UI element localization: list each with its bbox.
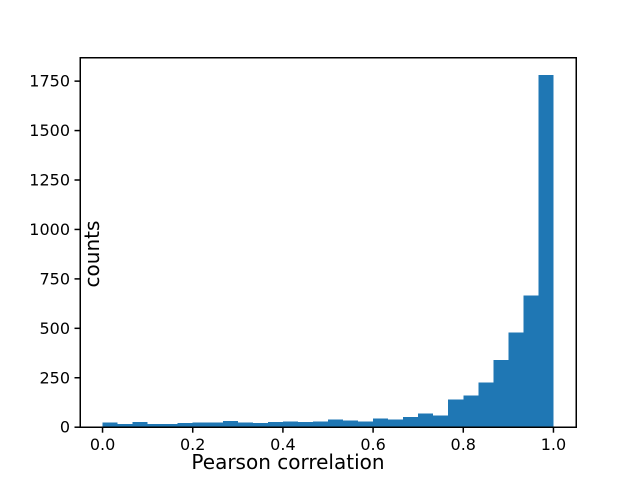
histogram-bar	[343, 420, 359, 428]
histogram-bar	[418, 413, 434, 428]
histogram-bar	[448, 399, 464, 428]
histogram-bar	[523, 295, 539, 428]
y-tick-label: 1500	[29, 121, 70, 140]
histogram-bar	[267, 422, 283, 428]
histogram-bar	[117, 423, 133, 428]
histogram-bar	[388, 419, 404, 428]
x-tick-label: 0.6	[360, 435, 385, 454]
histogram-bar	[433, 415, 449, 428]
histogram-bar	[538, 75, 554, 428]
histogram-bar	[162, 424, 178, 428]
x-tick-label: 1.0	[541, 435, 566, 454]
y-tick-label: 1750	[29, 72, 70, 91]
histogram-bar	[373, 418, 389, 428]
histogram-bar	[403, 417, 419, 428]
x-tick-label: 0.8	[451, 435, 476, 454]
histogram-bar	[478, 382, 494, 428]
histogram-bar	[493, 359, 509, 428]
histogram-bar	[328, 419, 344, 428]
y-tick-label: 1250	[29, 171, 70, 190]
x-tick-label: 0.0	[90, 435, 115, 454]
histogram-bar	[192, 422, 208, 428]
y-tick-label: 500	[39, 319, 70, 338]
x-tick-label: 0.2	[180, 435, 205, 454]
histogram-bar	[282, 421, 298, 428]
histogram-bar	[207, 422, 223, 428]
histogram-bar	[508, 332, 524, 428]
y-tick-label: 750	[39, 269, 70, 288]
histogram-bar	[312, 421, 328, 428]
x-tick-label: 0.4	[270, 435, 295, 454]
histogram-bar	[237, 422, 253, 428]
y-tick-label: 250	[39, 368, 70, 387]
y-tick-label: 0	[60, 418, 70, 437]
axes-frame	[79, 56, 577, 428]
y-tick-label: 1000	[29, 220, 70, 239]
histogram-bar	[177, 423, 193, 428]
histogram-bar	[463, 395, 479, 428]
histogram-bar	[222, 421, 238, 428]
histogram-bar	[252, 423, 268, 428]
histogram-bar	[297, 422, 313, 428]
histogram-bar	[147, 424, 163, 428]
histogram-bar	[102, 422, 118, 428]
histogram-bar	[132, 422, 148, 428]
histogram-bar	[358, 421, 374, 428]
x-axis-label: Pearson correlation	[191, 450, 385, 474]
